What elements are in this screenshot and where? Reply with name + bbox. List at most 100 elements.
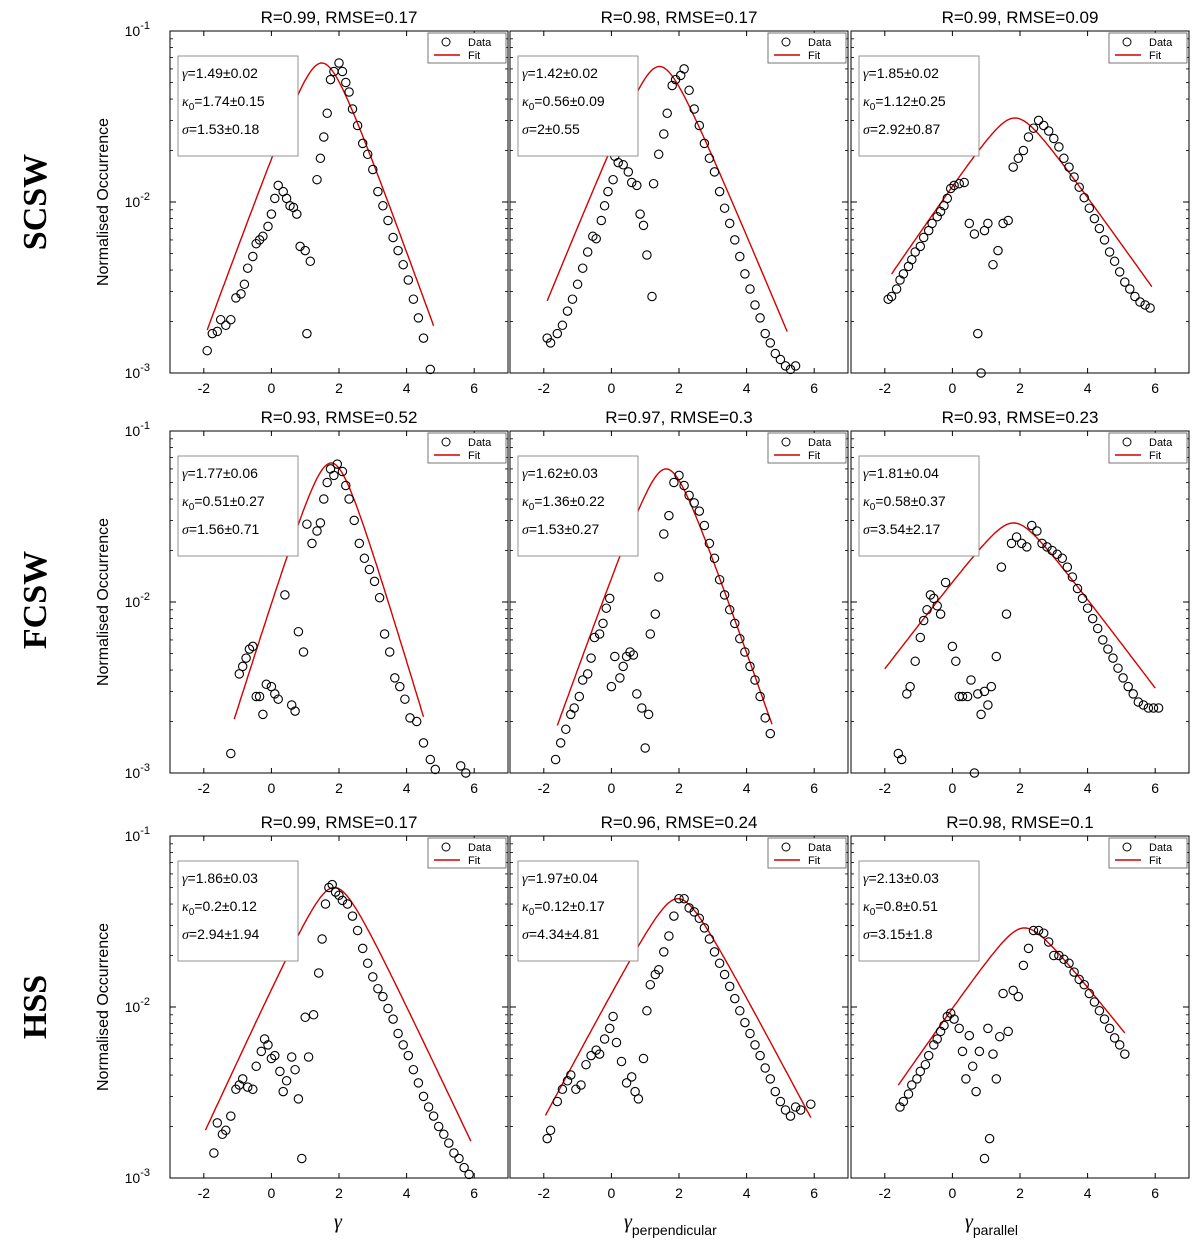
data-point (357, 138, 368, 149)
y-tick-label: 10-1 (125, 20, 150, 39)
data-point (305, 256, 316, 267)
data-point (611, 1037, 622, 1048)
x-tick-label: 4 (1084, 380, 1092, 396)
data-point (598, 618, 608, 629)
data-point (215, 314, 226, 325)
data-point (444, 1138, 454, 1148)
data-point (959, 177, 969, 188)
param-subscript: 0 (529, 907, 535, 918)
data-point (659, 529, 669, 539)
data-point (628, 650, 639, 660)
panel-title: R=0.97, RMSE=0.3 (605, 408, 752, 427)
data-point (1098, 635, 1108, 645)
data-point (775, 1096, 786, 1107)
fit-parameter: κ0=0.58±0.37 (863, 493, 946, 513)
data-point (258, 709, 268, 720)
legend-data-label: Data (1149, 842, 1173, 854)
data-point (393, 1028, 403, 1039)
y-tick-base: 10 (125, 423, 141, 439)
x-tick-label: 0 (949, 380, 957, 396)
data-point (988, 259, 998, 270)
data-point (550, 754, 561, 765)
data-point (280, 590, 290, 600)
legend-data-label: Data (468, 37, 492, 49)
data-point (945, 183, 956, 194)
data-point (770, 348, 781, 359)
param-symbol: σ (182, 928, 190, 943)
data-point (886, 291, 897, 302)
data-point (719, 590, 730, 600)
param-value: =1.86±0.03 (188, 870, 259, 886)
data-point (653, 149, 664, 160)
y-tick-label: 10-2 (125, 996, 150, 1015)
x-tick-label: 0 (268, 1185, 276, 1201)
x-tick-label: 4 (1084, 780, 1092, 796)
data-point (907, 1080, 917, 1090)
data-point (1023, 132, 1034, 142)
data-point (273, 694, 283, 704)
param-symbol: κ (182, 900, 189, 915)
data-point (1011, 532, 1022, 542)
data-point (242, 1082, 253, 1092)
data-point (910, 656, 920, 667)
data-point (1125, 284, 1135, 294)
data-point (1018, 960, 1029, 971)
data-point (664, 510, 674, 521)
data-point (266, 209, 277, 219)
data-point (932, 211, 942, 222)
data-point (704, 153, 715, 164)
data-point (983, 1023, 993, 1034)
data-point (557, 320, 568, 331)
data-point (561, 724, 571, 735)
y-tick-base: 10 (125, 23, 141, 39)
data-point (755, 313, 765, 323)
data-point (273, 180, 283, 191)
data-point (1054, 142, 1064, 152)
data-point (903, 1089, 914, 1099)
data-point (378, 201, 388, 211)
data-point (308, 1010, 319, 1020)
data-point (1079, 192, 1089, 203)
param-value: =0.58±0.37 (875, 493, 946, 509)
x-tick-label: 4 (743, 1185, 751, 1201)
data-point (1108, 653, 1118, 663)
data-point (574, 691, 585, 702)
data-point (606, 681, 617, 692)
fit-parameter-box (858, 55, 980, 157)
data-point (425, 754, 436, 765)
param-value: =1.77±0.06 (188, 465, 259, 481)
data-point (1133, 697, 1144, 707)
legend-data-label: Data (808, 437, 832, 449)
data-point (765, 728, 776, 739)
x-tick-label: 2 (675, 380, 683, 396)
data-point (735, 633, 745, 644)
fit-parameter: κ0=0.56±0.09 (522, 93, 605, 113)
param-subscript: 0 (870, 907, 876, 918)
data-point (589, 632, 600, 643)
param-symbol: γ (863, 872, 869, 887)
data-point (1033, 925, 1044, 936)
legend-data-marker (781, 37, 791, 47)
fit-parameter-box (517, 455, 639, 557)
x-tick-label: 4 (403, 1185, 411, 1201)
fit-parameter: σ=3.54±2.17 (863, 521, 940, 538)
param-value: =1.53±0.18 (189, 121, 260, 137)
data-point (1104, 1023, 1115, 1034)
param-subscript: 0 (189, 907, 195, 918)
data-point (202, 345, 212, 356)
panel-title: R=0.93, RMSE=0.52 (261, 408, 418, 427)
fit-parameter: σ=2±0.55 (522, 121, 580, 138)
data-point (413, 313, 424, 323)
data-point (918, 615, 929, 626)
fit-parameter: κ0=0.12±0.17 (522, 898, 605, 918)
data-point (898, 269, 909, 279)
x-tick-label: 2 (675, 1185, 683, 1201)
param-value: =0.56±0.09 (534, 93, 605, 109)
data-point (750, 675, 760, 685)
y-tick-base: 10 (125, 999, 141, 1015)
data-point (1032, 526, 1042, 536)
data-point (1008, 162, 1018, 172)
param-symbol: γ (863, 467, 869, 482)
data-point (236, 289, 246, 299)
